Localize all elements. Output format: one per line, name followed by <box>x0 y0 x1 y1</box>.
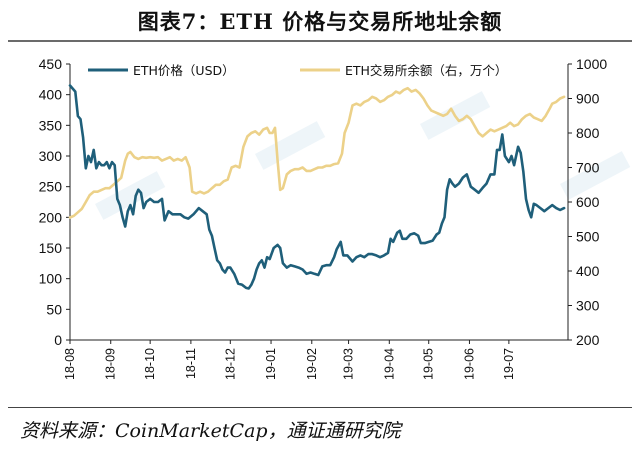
x-tick-label: 18-10 <box>143 348 157 380</box>
x-tick-label: 19-03 <box>342 348 356 380</box>
watermark-mark <box>95 171 166 220</box>
y-right-tick-label: 800 <box>576 125 600 141</box>
x-tick-label: 19-01 <box>264 348 278 380</box>
x-tick-label: 19-07 <box>502 348 516 380</box>
x-tick-label: 19-05 <box>422 348 436 380</box>
y-right-tick-label: 400 <box>576 263 600 279</box>
y-left-tick-label: 200 <box>39 209 63 225</box>
y-left-tick-label: 350 <box>39 117 63 133</box>
y-left-tick-label: 400 <box>39 87 63 103</box>
x-tick-label: 19-06 <box>462 348 476 380</box>
y-left-tick-label: 300 <box>39 148 63 164</box>
y-right-tick-label: 500 <box>576 229 600 245</box>
legend-label: ETH交易所余额（右，万个） <box>345 63 507 78</box>
chart-legend: ETH价格（USD） ETH交易所余额（右，万个） <box>88 63 507 78</box>
x-tick-label: 19-04 <box>382 348 396 380</box>
chart-title: 图表7：ETH 价格与交易所地址余额 <box>137 9 503 34</box>
y-right-tick-label: 300 <box>576 298 600 314</box>
footer-divider <box>8 407 632 408</box>
y-right-tick-label: 900 <box>576 91 600 107</box>
watermark-mark <box>560 151 631 200</box>
y-left-tick-label: 150 <box>39 240 63 256</box>
x-tick-label: 19-02 <box>305 348 319 380</box>
legend-label: ETH价格（USD） <box>133 63 235 78</box>
x-tick-label: 18-12 <box>223 348 237 380</box>
source-note: 资料来源：CoinMarketCap，通证通研究院 <box>20 420 401 442</box>
chart-series <box>68 84 566 290</box>
x-tick-label: 18-11 <box>184 348 198 379</box>
y-left-tick-label: 50 <box>46 301 62 317</box>
chart-axes: 0 50 100 150 200 250 300 350 400 450 200 300 400 500 6… <box>39 56 608 380</box>
y-right-tick-label: 700 <box>576 160 600 176</box>
eth-chart: 0 50 100 150 200 250 300 350 400 450 200 300 400 500 6… <box>39 56 631 380</box>
x-tick-label: 18-09 <box>104 348 118 380</box>
eth-price-line <box>68 84 566 290</box>
y-left-tick-label: 100 <box>39 271 63 287</box>
x-tick-label: 18-08 <box>63 348 77 380</box>
y-left-tick-label: 250 <box>39 179 63 195</box>
title-divider <box>8 40 632 42</box>
watermark-mark <box>255 121 326 170</box>
y-left-tick-label: 450 <box>39 56 63 72</box>
exchange-balance-line <box>68 86 566 219</box>
y-left-tick-label: 0 <box>54 332 62 348</box>
y-right-tick-label: 600 <box>576 194 600 210</box>
y-right-tick-label: 1000 <box>576 56 607 72</box>
y-right-tick-label: 200 <box>576 332 600 348</box>
